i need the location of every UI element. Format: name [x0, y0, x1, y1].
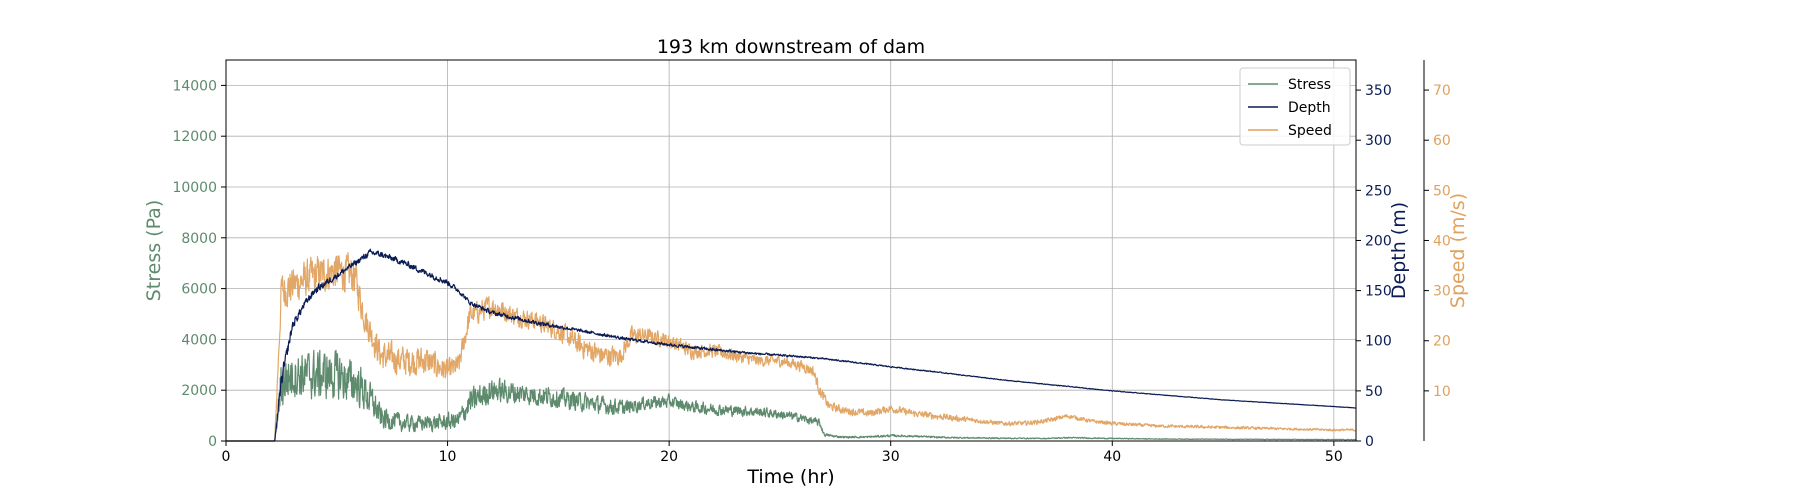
stress-axis-label: Stress (Pa)	[143, 200, 165, 302]
speed-tick-label: 10	[1433, 384, 1451, 400]
speed-tick-label: 50	[1433, 183, 1451, 199]
speed-tick-label: 20	[1433, 334, 1451, 350]
series-layer	[225, 248, 1357, 442]
legend-label-stress: Stress	[1288, 77, 1331, 93]
series-line-speed	[225, 252, 1357, 442]
legend-label-speed: Speed	[1288, 123, 1332, 139]
plot-frame	[225, 59, 1357, 442]
depth-tick-label: 250	[1365, 183, 1392, 199]
depth-tick-label: 50	[1365, 384, 1383, 400]
stress-tick-label: 6000	[181, 282, 217, 298]
series-line-stress	[225, 349, 1357, 442]
legend: Stress Depth Speed	[1239, 67, 1351, 146]
depth-tick-label: 350	[1365, 83, 1392, 99]
depth-tick-label: 200	[1365, 233, 1392, 249]
depth-tick-label: 100	[1365, 334, 1392, 350]
stress-tick-label: 10000	[172, 180, 217, 196]
stress-tick-label: 8000	[181, 231, 217, 247]
x-tick-label: 0	[222, 449, 231, 465]
legend-box	[1239, 67, 1351, 146]
chart-title: 193 km downstream of dam	[657, 36, 925, 58]
depth-tick-label: 300	[1365, 133, 1392, 149]
x-tick-label: 50	[1325, 449, 1343, 465]
stress-tick-label: 14000	[172, 78, 217, 94]
x-axis-label: Time (hr)	[746, 466, 834, 488]
speed-tick-label: 30	[1433, 284, 1451, 300]
x-tick-label: 10	[439, 449, 457, 465]
speed-axis-label: Speed (m/s)	[1447, 193, 1469, 308]
speed-tick-label: 40	[1433, 233, 1451, 249]
depth-tick-label: 150	[1365, 284, 1392, 300]
x-tick-label: 30	[882, 449, 900, 465]
stress-tick-label: 2000	[181, 383, 217, 399]
stress-tick-label: 12000	[172, 129, 217, 145]
axes-layer: 0 10 20 30 40 5002000400060008000100001200014…	[143, 60, 1469, 465]
x-tick-label: 20	[660, 449, 678, 465]
series-line-depth	[225, 248, 1357, 442]
stress-tick-label: 0	[208, 434, 217, 450]
speed-tick-label: 60	[1433, 133, 1451, 149]
legend-label-depth: Depth	[1288, 100, 1331, 116]
speed-tick-label: 70	[1433, 83, 1451, 99]
depth-tick-label: 0	[1365, 434, 1374, 450]
stress-tick-label: 4000	[181, 332, 217, 348]
depth-axis-label: Depth (m)	[1388, 202, 1410, 299]
x-tick-label: 40	[1103, 449, 1121, 465]
